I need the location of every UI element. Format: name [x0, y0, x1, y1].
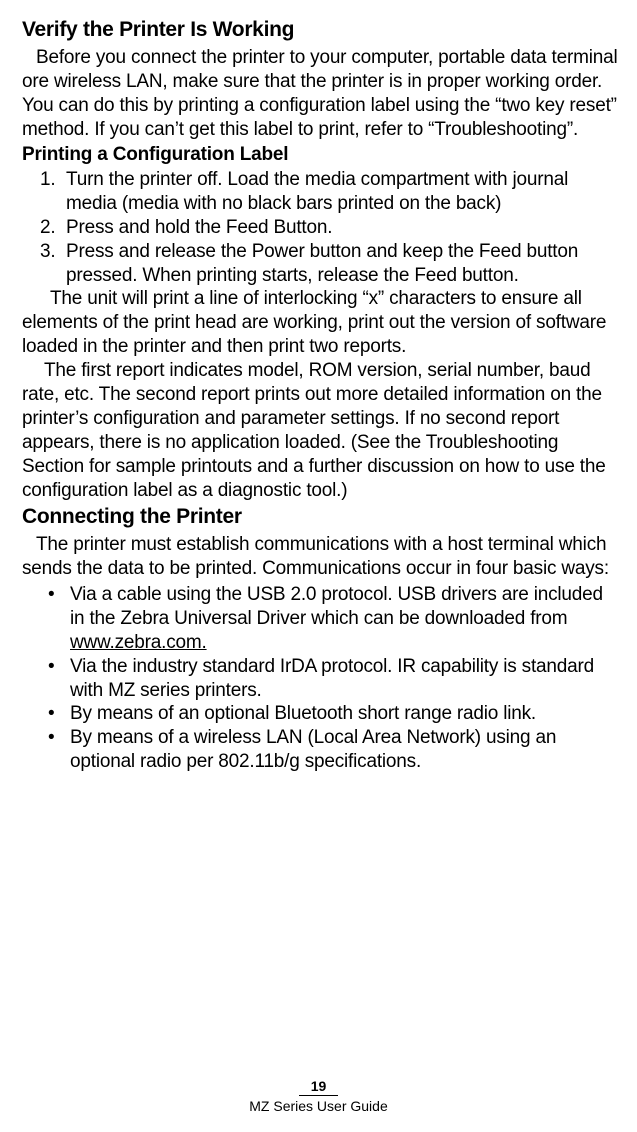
section1-para1: The unit will print a line of interlocki… [22, 287, 619, 359]
step-number: 3. [40, 240, 55, 264]
list-item: • Via a cable using the USB 2.0 protocol… [48, 583, 619, 655]
section1-intro: Before you connect the printer to your c… [22, 46, 619, 142]
list-item: 3. Press and release the Power button an… [48, 240, 619, 288]
bullet-text: By means of a wireless LAN (Local Area N… [70, 727, 556, 772]
bullet-icon: • [48, 702, 54, 726]
bullet-text: Via a cable using the USB 2.0 protocol. … [70, 584, 603, 629]
bullet-text: Via the industry standard IrDA protocol.… [70, 656, 594, 701]
bullet-icon: • [48, 583, 54, 607]
step-number: 2. [40, 216, 55, 240]
list-item: 1. Turn the printer off. Load the media … [48, 168, 619, 216]
page-number: 19 [299, 1078, 339, 1096]
zebra-link[interactable]: www.zebra.com. [70, 632, 207, 653]
connection-methods-list: • Via a cable using the USB 2.0 protocol… [48, 583, 619, 775]
bullet-icon: • [48, 726, 54, 750]
step-text: Press and hold the Feed Button. [66, 217, 332, 238]
step-text: Turn the printer off. Load the media com… [66, 169, 568, 214]
list-item: • By means of an optional Bluetooth shor… [48, 702, 619, 726]
config-steps-list: 1. Turn the printer off. Load the media … [48, 168, 619, 288]
section-heading-verify: Verify the Printer Is Working [22, 18, 619, 42]
page-footer: 19 MZ Series User Guide [0, 1078, 637, 1114]
section2-intro: The printer must establish communication… [22, 533, 619, 581]
guide-title: MZ Series User Guide [0, 1098, 637, 1114]
subheading-config-label: Printing a Configuration Label [22, 144, 619, 166]
bullet-text: By means of an optional Bluetooth short … [70, 703, 536, 724]
section-heading-connecting: Connecting the Printer [22, 505, 619, 529]
list-item: • Via the industry standard IrDA protoco… [48, 655, 619, 703]
step-number: 1. [40, 168, 55, 192]
step-text: Press and release the Power button and k… [66, 241, 578, 286]
section1-para2: The first report indicates model, ROM ve… [22, 359, 619, 503]
list-item: • By means of a wireless LAN (Local Area… [48, 726, 619, 774]
bullet-icon: • [48, 655, 54, 679]
list-item: 2. Press and hold the Feed Button. [48, 216, 619, 240]
